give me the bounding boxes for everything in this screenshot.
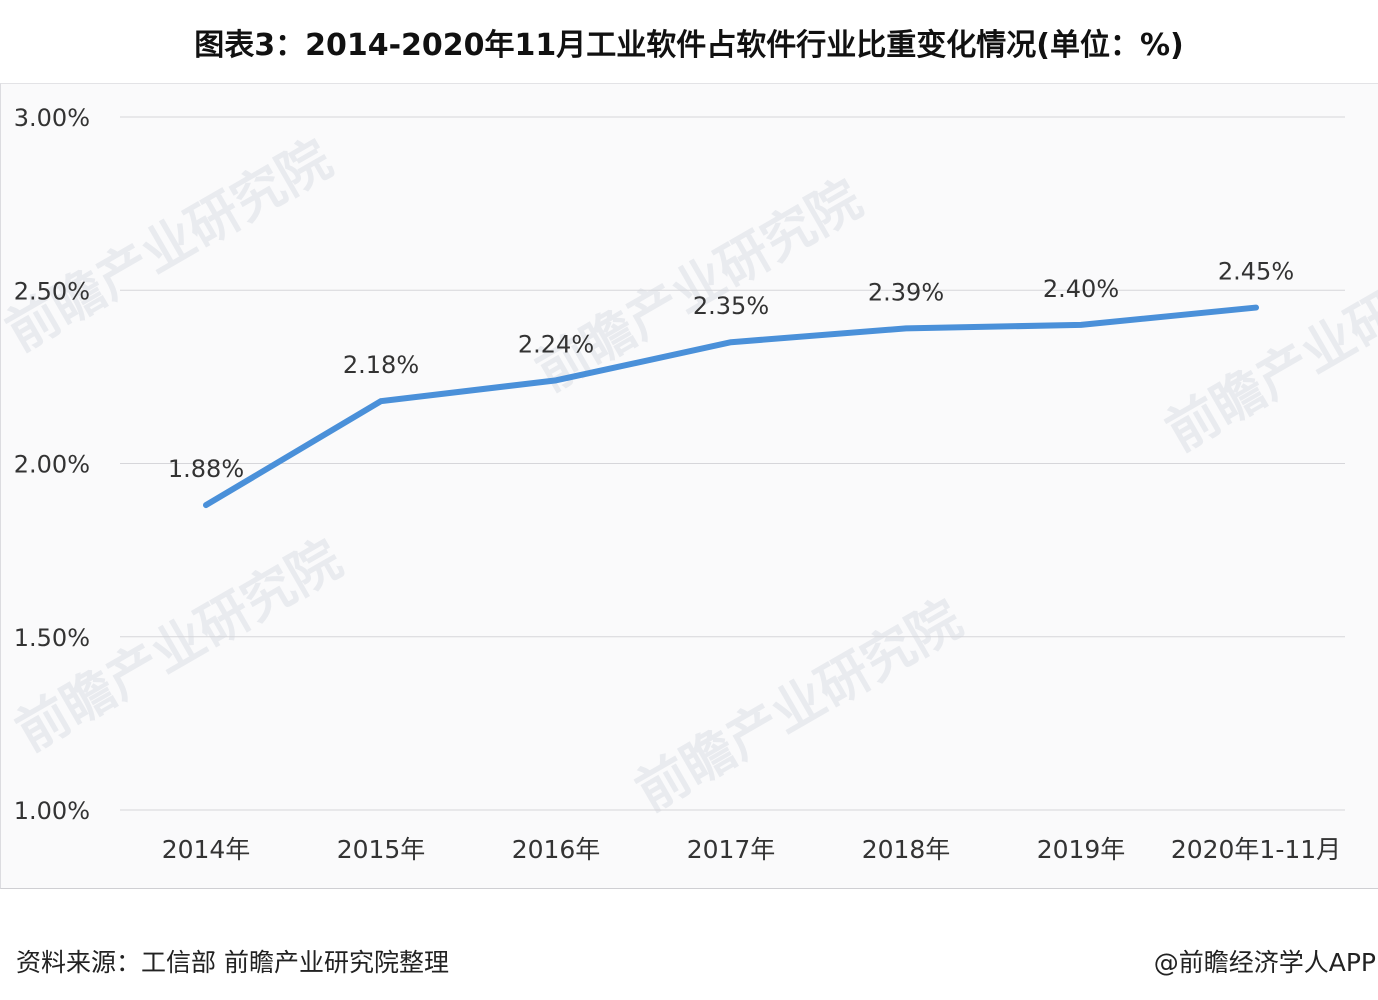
x-tick-label: 2015年 xyxy=(337,835,426,864)
y-tick-label: 2.50% xyxy=(14,277,90,305)
data-label: 2.35% xyxy=(693,292,769,320)
y-tick-label: 1.50% xyxy=(14,624,90,652)
source-note: 资料来源：工信部 前瞻产业研究院整理 xyxy=(16,948,449,977)
plot-area xyxy=(0,83,1378,889)
series-line xyxy=(203,304,1259,509)
x-tick-label: 2018年 xyxy=(862,835,951,864)
y-tick-label: 3.00% xyxy=(14,104,90,132)
chart-title: 图表3：2014-2020年11月工业软件占软件行业比重变化情况(单位：%) xyxy=(194,28,1184,63)
data-label: 2.39% xyxy=(868,278,944,306)
y-tick-label: 2.00% xyxy=(14,451,90,479)
data-label: 2.18% xyxy=(343,351,419,379)
credit-note: @前瞻经济学人APP xyxy=(1153,948,1376,977)
x-tick-label: 2020年1-11月 xyxy=(1171,835,1341,864)
x-tick-label: 2016年 xyxy=(512,835,601,864)
x-tick-label: 2014年 xyxy=(162,835,251,864)
x-tick-label: 2017年 xyxy=(687,835,776,864)
data-label: 2.45% xyxy=(1218,258,1294,286)
x-tick-label: 2019年 xyxy=(1037,835,1126,864)
y-tick-label: 1.00% xyxy=(14,797,90,825)
data-label: 1.88% xyxy=(168,455,244,483)
data-label: 2.40% xyxy=(1043,275,1119,303)
data-label: 2.24% xyxy=(518,330,594,358)
